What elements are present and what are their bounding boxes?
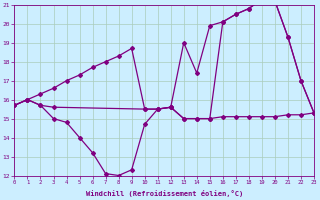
- X-axis label: Windchill (Refroidissement éolien,°C): Windchill (Refroidissement éolien,°C): [85, 190, 243, 197]
